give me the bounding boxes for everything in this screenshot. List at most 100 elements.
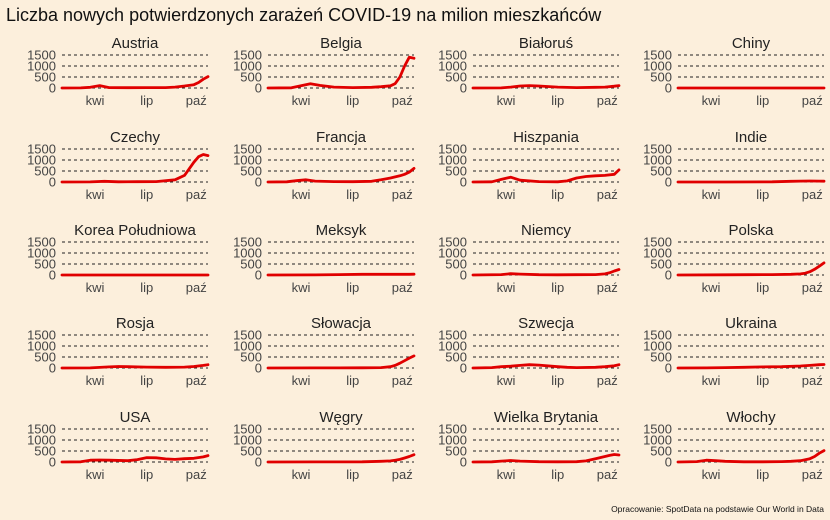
y-tick-label: 0: [665, 361, 672, 376]
y-tick-label: 1000: [233, 339, 262, 354]
x-tick-label: paź: [392, 280, 413, 295]
x-tick-label: lip: [756, 467, 769, 482]
y-tick-label: 0: [460, 455, 467, 470]
x-tick-label: kwi: [86, 93, 105, 108]
y-tick-label: 1500: [438, 235, 467, 250]
panel-title: Ukraina: [725, 315, 777, 332]
x-tick-label: paź: [802, 467, 823, 482]
y-tick-label: 500: [445, 164, 467, 179]
y-tick-label: 1500: [643, 142, 672, 157]
panel-title: Korea Południowa: [74, 222, 196, 239]
x-tick-label: lip: [551, 93, 564, 108]
y-tick-label: 1000: [643, 433, 672, 448]
series-line: [266, 354, 416, 370]
y-tick-label: 1500: [233, 142, 262, 157]
y-tick-label: 0: [460, 361, 467, 376]
x-tick-label: kwi: [292, 373, 311, 388]
y-tick-label: 0: [255, 361, 262, 376]
panel-title: Szwecja: [518, 315, 575, 332]
x-tick-label: kwi: [497, 373, 516, 388]
panel-title: Francja: [316, 129, 367, 146]
y-tick-label: 1500: [27, 235, 56, 250]
x-tick-label: paź: [392, 187, 413, 202]
y-tick-label: 1500: [27, 48, 56, 63]
y-tick-label: 1000: [438, 433, 467, 448]
series-line: [60, 75, 210, 90]
x-tick-label: kwi: [86, 373, 105, 388]
series-line: [266, 166, 416, 184]
series-line: [676, 449, 826, 464]
y-tick-label: 1000: [643, 153, 672, 168]
x-tick-label: lip: [346, 187, 359, 202]
x-tick-label: lip: [756, 93, 769, 108]
x-tick-label: lip: [140, 187, 153, 202]
y-tick-label: 500: [650, 444, 672, 459]
y-tick-label: 500: [650, 70, 672, 85]
y-tick-label: 500: [650, 350, 672, 365]
y-tick-label: 0: [665, 81, 672, 96]
x-tick-label: kwi: [497, 93, 516, 108]
x-tick-label: kwi: [702, 373, 721, 388]
y-tick-label: 0: [49, 175, 56, 190]
panel-title: Niemcy: [521, 222, 572, 239]
x-tick-label: kwi: [292, 93, 311, 108]
y-tick-label: 1500: [233, 48, 262, 63]
y-tick-label: 500: [34, 444, 56, 459]
y-tick-label: 0: [255, 455, 262, 470]
y-tick-label: 500: [34, 350, 56, 365]
y-tick-label: 1500: [233, 328, 262, 343]
x-tick-label: paź: [186, 280, 207, 295]
y-tick-label: 500: [240, 164, 262, 179]
y-tick-label: 1500: [643, 328, 672, 343]
series-line: [266, 272, 416, 277]
x-tick-label: paź: [186, 373, 207, 388]
x-tick-label: paź: [392, 93, 413, 108]
y-tick-label: 0: [665, 175, 672, 190]
x-tick-label: lip: [756, 187, 769, 202]
x-tick-label: paź: [802, 93, 823, 108]
panel-title: Meksyk: [316, 222, 367, 239]
series-line: [676, 261, 826, 277]
panel-title: Czechy: [110, 129, 161, 146]
y-tick-label: 0: [49, 455, 56, 470]
y-tick-label: 1500: [233, 422, 262, 437]
panel-title: Rosja: [116, 315, 155, 332]
x-tick-label: kwi: [702, 187, 721, 202]
y-tick-label: 500: [240, 350, 262, 365]
x-tick-label: lip: [756, 373, 769, 388]
series-line: [676, 179, 826, 184]
y-tick-label: 500: [240, 257, 262, 272]
y-tick-label: 500: [650, 164, 672, 179]
y-tick-label: 0: [460, 175, 467, 190]
y-tick-label: 0: [460, 268, 467, 283]
y-tick-label: 1000: [233, 153, 262, 168]
x-tick-label: paź: [802, 373, 823, 388]
y-tick-label: 500: [34, 257, 56, 272]
panel-title: Austria: [112, 35, 159, 52]
x-tick-label: paź: [597, 187, 618, 202]
x-tick-label: paź: [802, 187, 823, 202]
series-line: [266, 453, 416, 464]
series-line: [60, 454, 210, 464]
y-tick-label: 500: [445, 70, 467, 85]
y-tick-label: 0: [665, 268, 672, 283]
x-tick-label: lip: [346, 467, 359, 482]
y-tick-label: 1000: [643, 246, 672, 261]
panel-title: Wielka Brytania: [494, 409, 599, 426]
y-tick-label: 0: [460, 81, 467, 96]
x-tick-label: kwi: [497, 187, 516, 202]
series-line: [471, 84, 621, 90]
y-tick-label: 1000: [233, 246, 262, 261]
y-tick-label: 1500: [438, 48, 467, 63]
